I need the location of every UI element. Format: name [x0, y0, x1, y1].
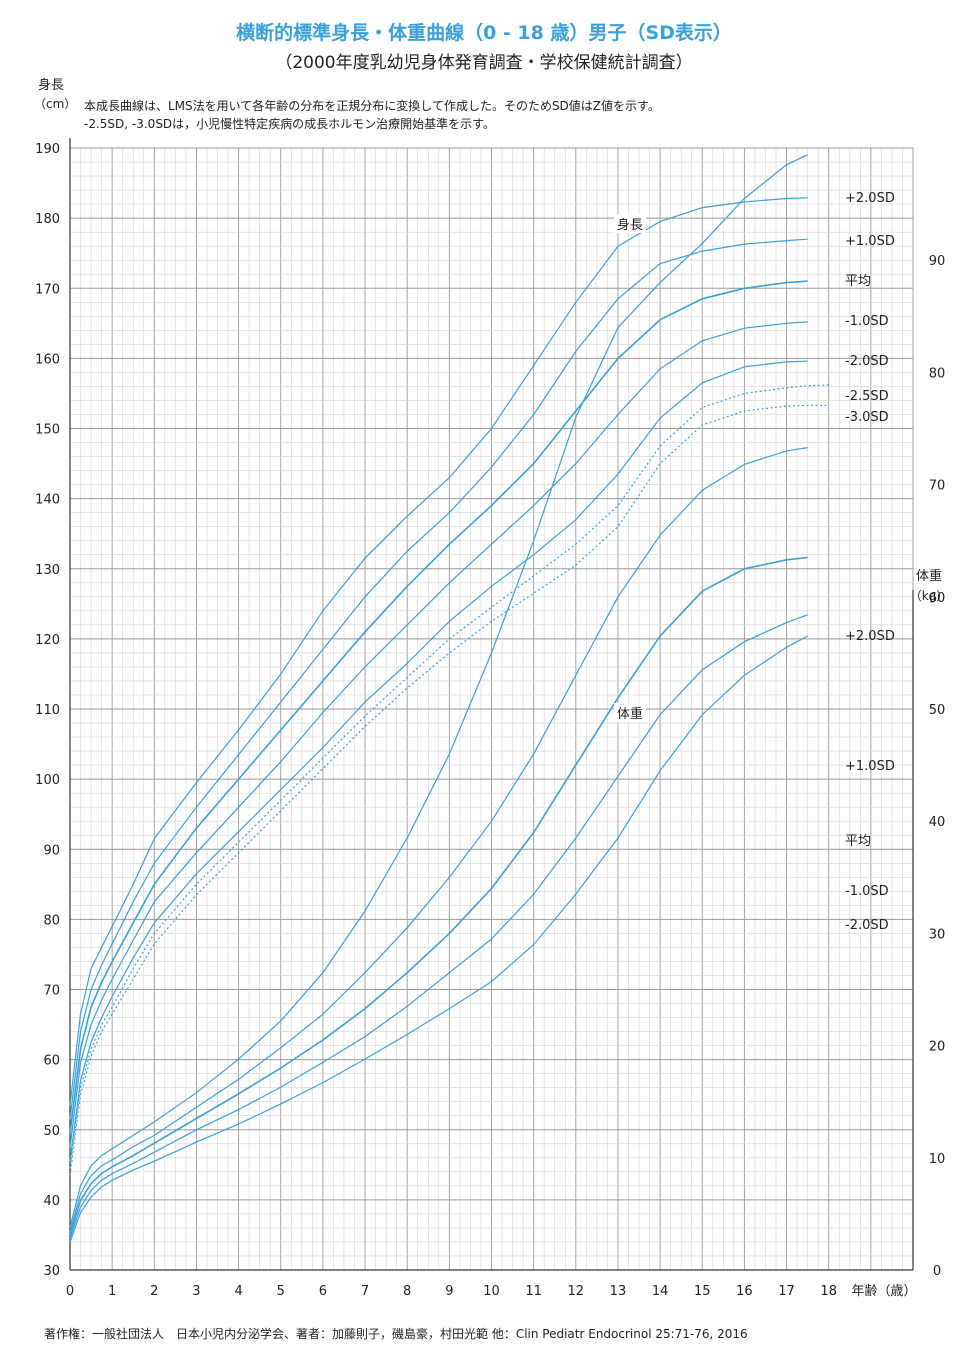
- weight-tick-label: 40: [929, 815, 946, 830]
- height-series-label: -3.0SD: [845, 410, 889, 425]
- height-series-label: -1.0SD: [845, 314, 889, 329]
- weight-tick-label: 50: [929, 703, 946, 718]
- weight-tick-label: 20: [929, 1040, 946, 1055]
- height-tick-label: 90: [43, 843, 60, 858]
- height-tick-label: 30: [43, 1264, 60, 1279]
- weight-curve: [69, 447, 808, 1233]
- age-tick-label: 7: [361, 1284, 369, 1299]
- age-tick-label: 5: [277, 1284, 285, 1299]
- chart-labels: +2.0SD +1.0SD 平均 -1.0SD -2.0SD -2.5SD -3.0SD +2…: [614, 191, 895, 933]
- height-series-label: -2.5SD: [845, 389, 889, 404]
- age-tick-label: 0: [66, 1284, 74, 1299]
- height-series-label: -2.0SD: [845, 354, 889, 369]
- age-axis-title: 年齢（歳）: [851, 1284, 916, 1299]
- height-tick-label: 120: [35, 633, 60, 648]
- weight-tick-label: 30: [929, 927, 946, 942]
- weight-curve: [69, 635, 808, 1243]
- height-tick-label: 150: [35, 423, 60, 438]
- height-tick-label: 80: [43, 913, 60, 928]
- weight-tick-label: 60: [929, 591, 946, 606]
- weight-axis-unit: （kg）: [910, 589, 949, 603]
- height-curve: [69, 321, 808, 1148]
- height-tick-label: 60: [43, 1054, 60, 1069]
- age-tick-label: 17: [778, 1284, 795, 1299]
- height-tick-label: 70: [43, 984, 60, 999]
- height-tick-label: 40: [43, 1194, 60, 1209]
- height-curve: [69, 280, 808, 1134]
- weight-series-label: -2.0SD: [845, 918, 889, 933]
- weight-series-label: +2.0SD: [845, 629, 895, 644]
- age-tick-label: 3: [192, 1284, 200, 1299]
- age-tick-label: 14: [652, 1284, 669, 1299]
- age-tick-label: 9: [445, 1284, 453, 1299]
- weight-curve-label: 体重: [617, 706, 643, 722]
- height-tick-label: 130: [35, 563, 60, 578]
- weight-curve-label-bg: [614, 703, 646, 722]
- height-tick-label: 50: [43, 1124, 60, 1139]
- weight-series-label: 平均: [845, 834, 871, 849]
- age-tick-label: 10: [483, 1284, 500, 1299]
- note-line-1: 本成長曲線は、LMS法を用いて各年齢の分布を正規分布に変換して作成した。そのため…: [84, 99, 660, 113]
- weight-tick-label: 90: [929, 254, 946, 269]
- chart-axes: 3040506070809010011012013014015016017018…: [34, 77, 948, 1299]
- weight-curve: [69, 154, 808, 1228]
- height-tick-label: 110: [35, 703, 60, 718]
- age-tick-label: 2: [150, 1284, 158, 1299]
- height-series-label: +1.0SD: [845, 234, 895, 249]
- age-tick-label: 18: [820, 1284, 837, 1299]
- height-tick-label: 100: [35, 773, 60, 788]
- height-tick-label: 180: [35, 212, 60, 227]
- height-axis-title: 身長: [38, 77, 64, 93]
- weight-tick-label: 10: [929, 1152, 946, 1167]
- weight-curve: [69, 614, 808, 1239]
- age-tick-label: 15: [694, 1284, 711, 1299]
- weight-tick-label: 80: [929, 366, 946, 381]
- height-axis-unit: （cm）: [34, 97, 76, 111]
- chart-subtitle: （2000年度乳幼児身体発育調査・学校保健統計調査）: [275, 53, 693, 73]
- height-tick-label: 140: [35, 493, 60, 508]
- height-curve-label: 身長: [617, 217, 643, 233]
- age-tick-label: 8: [403, 1284, 411, 1299]
- height-curve: [69, 360, 808, 1162]
- weight-series-label: -1.0SD: [845, 884, 889, 899]
- height-tick-label: 190: [35, 142, 60, 157]
- chart-curves: [69, 154, 829, 1243]
- height-curve: [69, 238, 808, 1120]
- age-tick-label: 16: [736, 1284, 753, 1299]
- weight-tick-label: 0: [933, 1264, 941, 1279]
- chart-grid: [69, 147, 914, 1271]
- height-tick-label: 170: [35, 282, 60, 297]
- note-line-2: -2.5SD, -3.0SDは，小児慢性特定疾病の成長ホルモン治療開始基準を示す…: [84, 117, 495, 131]
- age-tick-label: 6: [319, 1284, 327, 1299]
- weight-curve: [69, 556, 808, 1236]
- age-tick-label: 1: [108, 1284, 116, 1299]
- height-series-label: +2.0SD: [845, 191, 895, 206]
- weight-tick-label: 70: [929, 479, 946, 494]
- height-series-label: 平均: [845, 274, 871, 289]
- height-curve: [69, 197, 808, 1106]
- height-curve-label-bg: [614, 214, 646, 233]
- height-curve: [69, 404, 829, 1176]
- weight-series-label: +1.0SD: [845, 759, 895, 774]
- chart-title: 横断的標準身長・体重曲線（0 - 18 歳）男子（SD表示）: [236, 22, 732, 44]
- age-tick-label: 13: [610, 1284, 627, 1299]
- chart-note: 本成長曲線は、LMS法を用いて各年齢の分布を正規分布に変換して作成した。そのため…: [84, 97, 660, 133]
- weight-axis-title: 体重: [916, 568, 942, 584]
- age-tick-label: 12: [568, 1284, 585, 1299]
- height-curve: [69, 384, 829, 1169]
- age-tick-label: 4: [234, 1284, 242, 1299]
- age-tick-label: 11: [525, 1284, 542, 1299]
- copyright-footer: 著作権：一般社団法人 日本小児内分泌学会、著者：加藤則子，磯島豪，村田光範 他：…: [44, 1327, 748, 1341]
- height-tick-label: 160: [35, 352, 60, 367]
